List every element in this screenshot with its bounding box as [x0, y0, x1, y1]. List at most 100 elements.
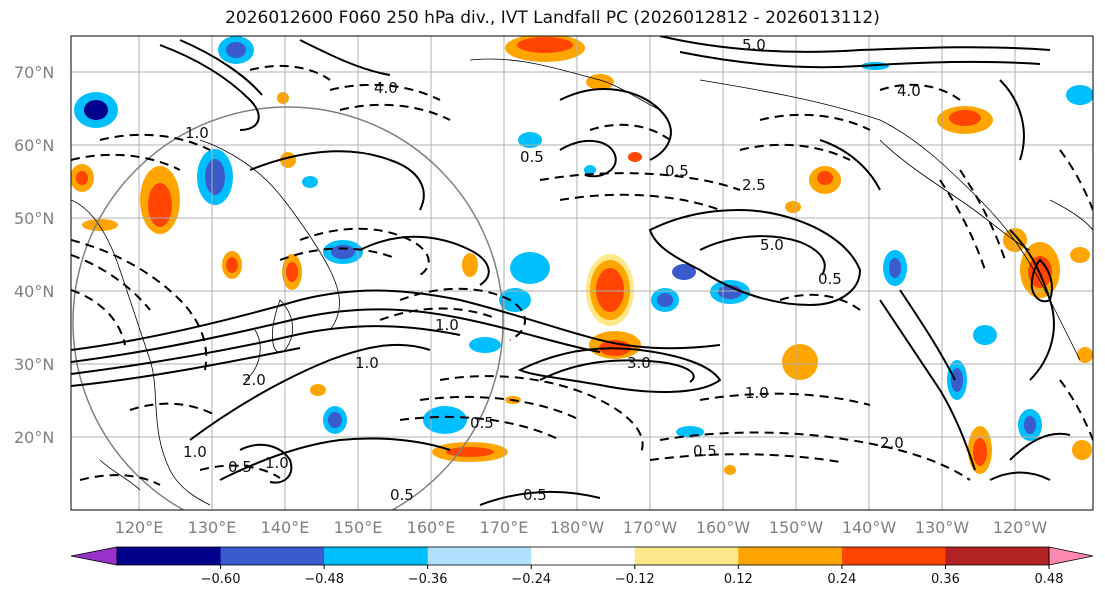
contour-label: 3.0: [627, 354, 651, 372]
contour-label: 0.5: [665, 162, 689, 180]
div-negative-region: [469, 337, 501, 353]
div-positive-region: [310, 384, 326, 396]
contour-label: 5.0: [742, 36, 766, 54]
colorbar-outline: [116, 546, 1050, 566]
lon-label: 140°E: [261, 518, 310, 537]
contour-labels: 4.0 5.0 4.0 1.0 0.5 2.5 5.0 0.5 1.0 3.0 …: [183, 36, 921, 504]
contour-label: 0.5: [520, 148, 544, 166]
contour-label: 2.0: [880, 434, 904, 452]
colorbar: −0.60 −0.48 −0.36 −0.24 −0.12 0.12 0.24 0.36 0.4…: [70, 546, 1094, 587]
colorbar-cell: [531, 547, 636, 565]
div-positive-core: [817, 171, 833, 185]
div-positive-region: [277, 92, 289, 104]
contour-label: 4.0: [374, 79, 398, 97]
contour-label: 0.5: [470, 414, 494, 432]
distance-ring: [72, 106, 504, 510]
div-positive-region: [1070, 247, 1090, 263]
div-negative-core: [657, 293, 673, 307]
div-negative-core: [328, 412, 342, 428]
colorbar-cell: [738, 547, 843, 565]
contour-label: 5.0: [760, 236, 784, 254]
div-negative-core: [889, 258, 901, 278]
div-positive-region: [782, 344, 818, 380]
div-positive-core: [949, 110, 981, 126]
colorbar-tick-label: 0.12: [724, 572, 753, 587]
contour-label: 1.0: [355, 354, 379, 372]
div-negative-core: [331, 245, 355, 259]
solid-contours: [71, 36, 1071, 506]
div-positive-core: [973, 438, 987, 466]
colorbar-tick-label: −0.48: [304, 572, 344, 587]
lon-label: 130°W: [915, 518, 970, 537]
div-negative-core: [226, 42, 246, 58]
div-negative-region: [510, 252, 550, 284]
contour-label: 1.0: [435, 316, 459, 334]
colorbar-tick-label: −0.24: [511, 572, 551, 587]
div-negative-core: [205, 159, 225, 195]
div-positive-core: [286, 262, 298, 282]
lon-label: 170°E: [480, 518, 529, 537]
latitude-labels: 70°N 60°N 50°N 40°N 30°N 20°N: [14, 63, 54, 447]
colorbar-cell: [841, 547, 946, 565]
div-negative-core: [84, 100, 108, 120]
dashed-contours: [71, 64, 1093, 486]
lat-label-50n: 50°N: [14, 209, 54, 228]
colorbar-cell: [324, 547, 429, 565]
colorbar-cell: [634, 547, 739, 565]
colorbar-cell: [117, 547, 222, 565]
div-positive-region: [82, 219, 118, 231]
div-positive-region: [462, 253, 478, 277]
map-title: 2026012600 F060 250 hPa div., IVT Landfa…: [225, 8, 880, 28]
colorbar-tick-label: −0.36: [408, 572, 448, 587]
contour-label: 0.5: [390, 486, 414, 504]
contour-label: 1.0: [265, 454, 289, 472]
colorbar-extend-max: [1048, 546, 1094, 566]
colorbar-tick-label: 0.24: [827, 572, 856, 587]
div-positive-core: [226, 257, 238, 273]
div-negative-region: [499, 288, 531, 312]
colorbar-tick-label: −0.12: [615, 572, 655, 587]
lat-label-70n: 70°N: [14, 63, 54, 82]
div-positive-core: [76, 171, 88, 185]
div-positive-core: [148, 183, 172, 227]
colorbar-cell: [220, 547, 325, 565]
contour-label: 0.5: [693, 442, 717, 460]
div-negative-core: [672, 264, 696, 280]
lat-label-40n: 40°N: [14, 282, 54, 301]
contour-label: 2.5: [742, 176, 766, 194]
colorbar-tick-label: −0.60: [201, 572, 241, 587]
map-frame: [70, 35, 1094, 511]
graticule: [71, 36, 1093, 510]
div-positive-region: [724, 465, 736, 475]
div-positive-region: [1077, 347, 1093, 363]
lon-label: 180°W: [550, 518, 605, 537]
div-negative-core: [1024, 416, 1036, 434]
div-positive-region: [785, 201, 801, 213]
lon-label: 120°W: [993, 518, 1048, 537]
colorbar-cell: [427, 547, 532, 565]
lon-label: 160°W: [696, 518, 751, 537]
contour-label: 0.5: [228, 458, 252, 476]
colorbar-tick-label: 0.36: [931, 572, 960, 587]
div-positive-region: [586, 74, 614, 90]
lon-label: 150°W: [769, 518, 824, 537]
div-negative-core: [951, 368, 963, 392]
div-negative-region: [302, 176, 318, 188]
lon-label: 150°E: [334, 518, 383, 537]
lon-label: 130°E: [188, 518, 237, 537]
div-positive-region: [1072, 440, 1092, 460]
contour-label: 0.5: [818, 270, 842, 288]
longitude-labels: 120°E 130°E 140°E 150°E 160°E 170°E 180°…: [115, 518, 1048, 537]
map-plot-area: [71, 36, 1093, 510]
lon-label: 170°W: [623, 518, 678, 537]
colorbar-extend-min: [70, 546, 118, 566]
div-positive-region: [628, 152, 642, 162]
lat-label-60n: 60°N: [14, 136, 54, 155]
colorbar-tick-label: 0.48: [1035, 572, 1064, 587]
colorbar-cell: [945, 547, 1050, 565]
contour-label: 0.5: [523, 486, 547, 504]
div-negative-region: [518, 132, 542, 148]
div-positive-core: [596, 268, 624, 312]
div-positive-core: [517, 37, 573, 53]
div-negative-region: [423, 406, 467, 434]
